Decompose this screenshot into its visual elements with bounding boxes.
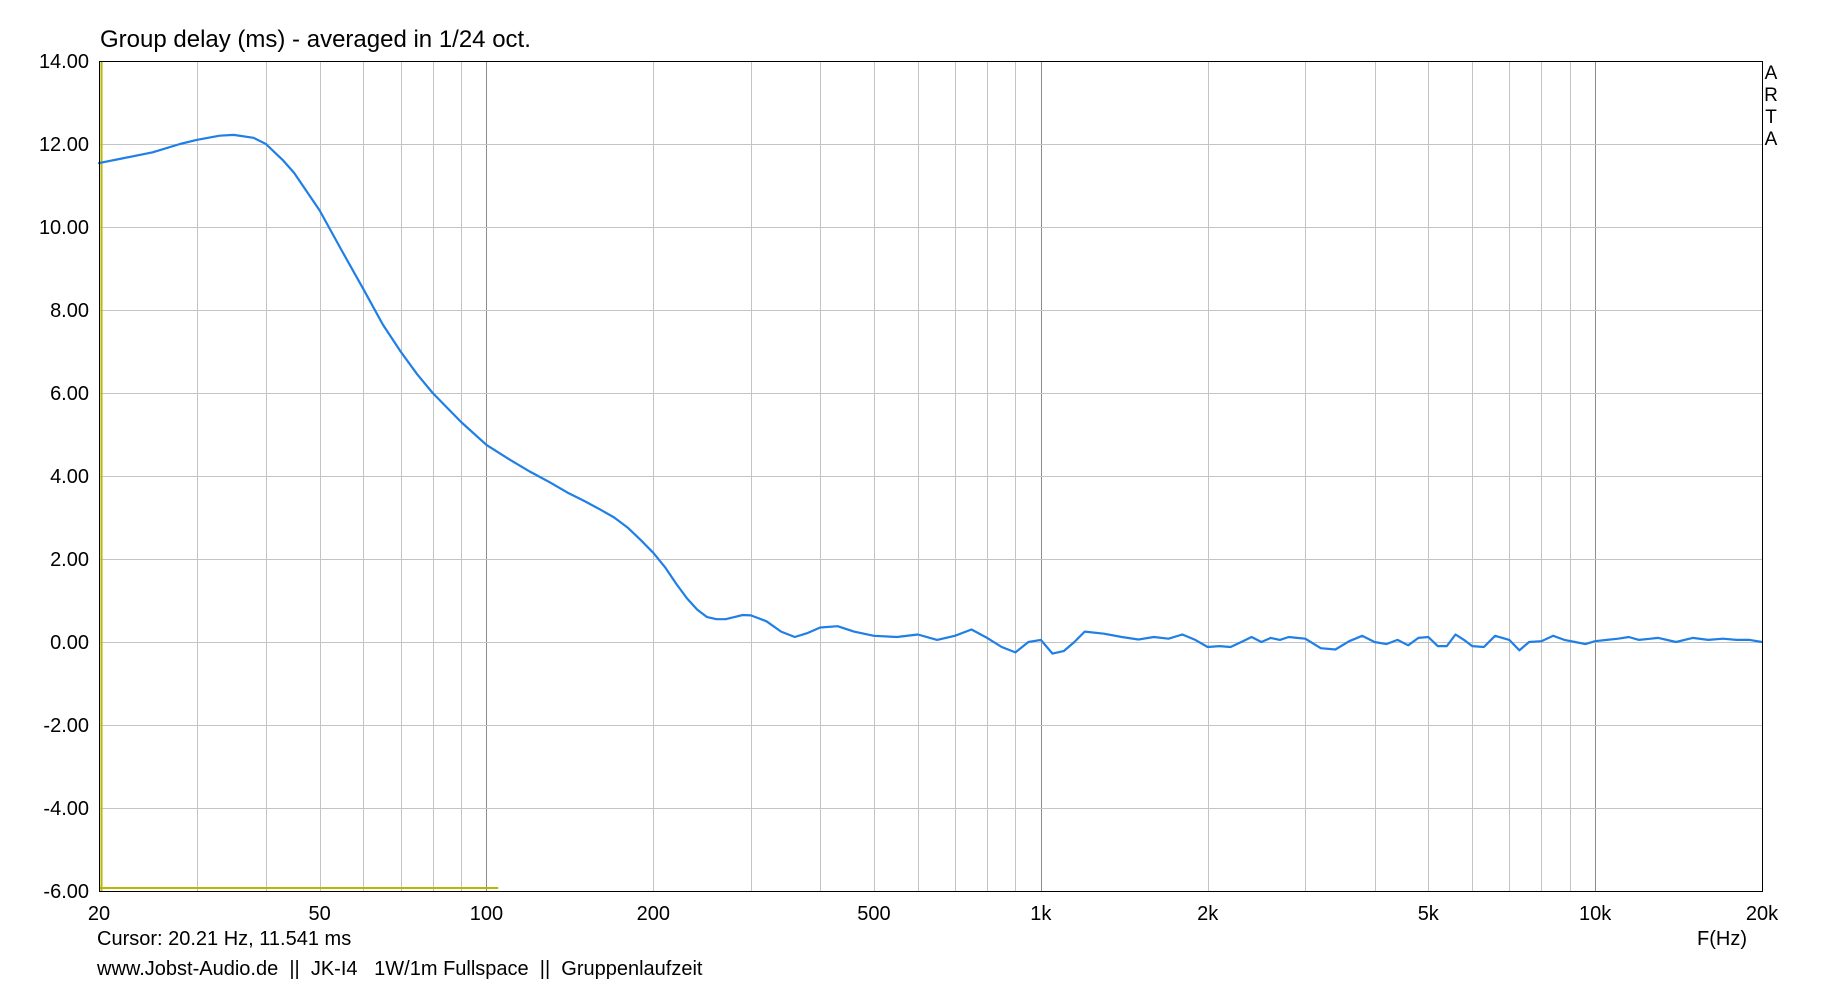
x-tick-label: 20 — [88, 903, 110, 925]
x-tick-labels: 20 50 100 200 500 1k 2k 5k 10k 20k — [88, 903, 1779, 925]
y-tick-label: -2.00 — [43, 715, 89, 737]
x-tick-label: 10k — [1579, 903, 1612, 925]
grid — [99, 61, 1763, 892]
arta-letter: A — [1764, 129, 1778, 150]
y-tick-label: 12.00 — [39, 134, 89, 156]
arta-letter: T — [1765, 107, 1777, 128]
plot-frame — [99, 61, 1763, 892]
y-tick-labels: 14.00 12.00 10.00 8.00 6.00 4.00 2.00 0.00 -2.00… — [39, 51, 89, 903]
y-tick-label: 8.00 — [50, 300, 89, 322]
footer-info: www.Jobst-Audio.de || JK-I4 1W/1m Fullsp… — [97, 958, 703, 980]
arta-letter: A — [1764, 63, 1778, 84]
y-tick-label: 2.00 — [50, 549, 89, 571]
y-tick-label: -6.00 — [43, 881, 89, 903]
chart-title: Group delay (ms) - averaged in 1/24 oct. — [100, 26, 531, 53]
x-axis-label: F(Hz) — [1697, 928, 1747, 950]
y-tick-label: 6.00 — [50, 383, 89, 405]
x-tick-label: 200 — [637, 903, 670, 925]
x-tick-label: 2k — [1197, 903, 1219, 925]
x-tick-label: 50 — [308, 903, 330, 925]
y-tick-label: 0.00 — [50, 632, 89, 654]
y-tick-label: 14.00 — [39, 51, 89, 73]
x-tick-label: 100 — [470, 903, 503, 925]
x-tick-label: 1k — [1030, 903, 1052, 925]
x-tick-label: 20k — [1746, 903, 1779, 925]
group-delay-series-line — [97, 133, 1764, 655]
cursor-readout: Cursor: 20.21 Hz, 11.541 ms — [97, 928, 352, 950]
y-tick-label: 4.00 — [50, 466, 89, 488]
y-tick-label: -4.00 — [43, 798, 89, 820]
y-tick-label: 10.00 — [39, 217, 89, 239]
series-layer — [97, 133, 1764, 655]
arta-letter: R — [1764, 85, 1778, 106]
cursor-marker — [99, 61, 499, 891]
arta-brand-label: A R T A — [1762, 63, 1780, 151]
x-tick-label: 5k — [1418, 903, 1440, 925]
x-tick-label: 500 — [857, 903, 890, 925]
